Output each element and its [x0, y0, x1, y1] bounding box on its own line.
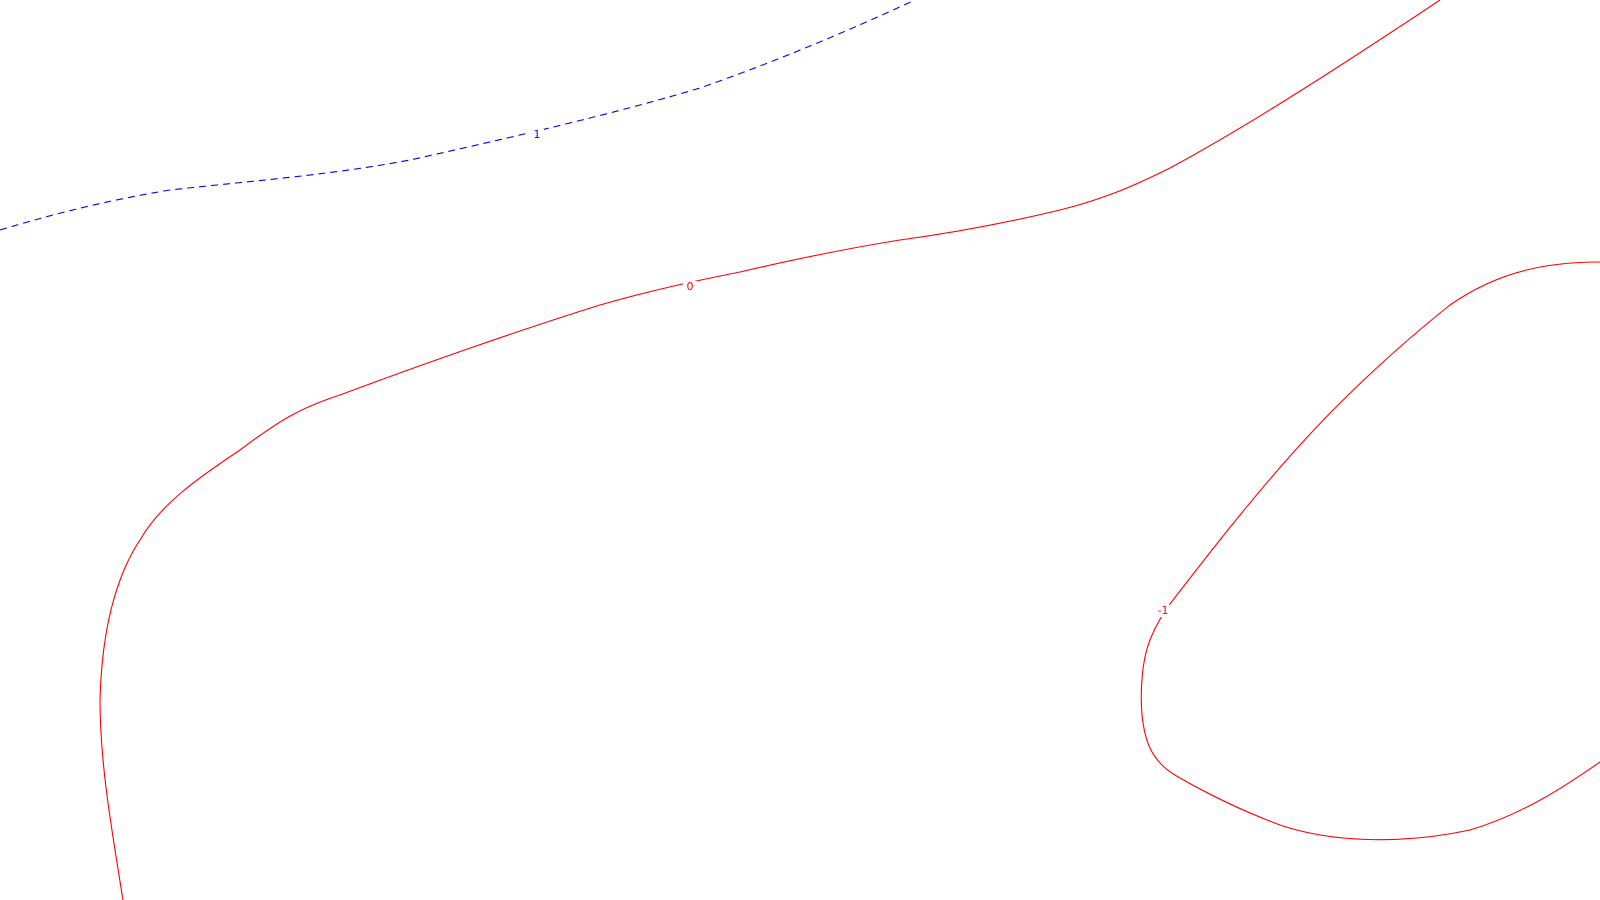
contour-label-1: 1: [534, 128, 541, 141]
contour-label-bg: [530, 129, 544, 141]
contour-line-level-1: [0, 0, 916, 231]
contour-label-bg: [683, 281, 697, 293]
contour-label-0: 0: [687, 280, 694, 293]
contour-line-level-neg1: [1140, 261, 1600, 841]
contour-label-bg: [1155, 605, 1171, 617]
contour-label-neg1: -1: [1158, 604, 1169, 617]
contour-line-level-0: [99, 0, 1441, 900]
